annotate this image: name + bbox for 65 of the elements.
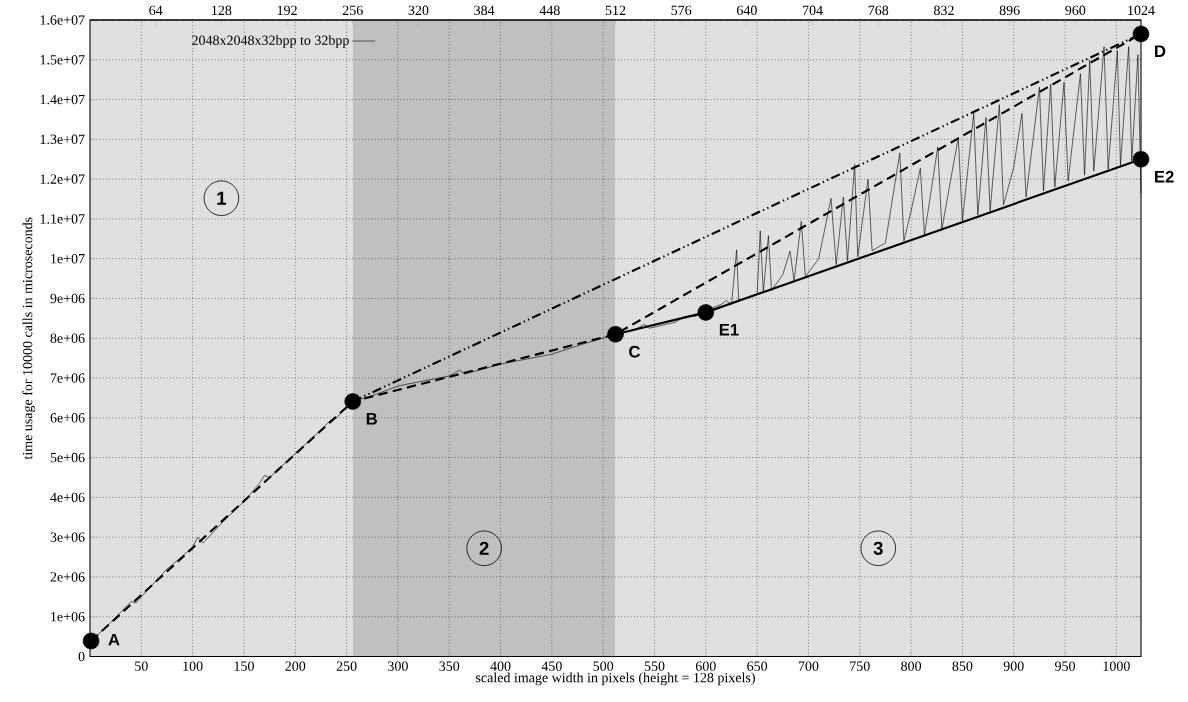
x-tick-label: 700: [798, 661, 819, 671]
x-tick-label: 400: [490, 661, 511, 671]
y-tick-label: 1.5e+07: [40, 55, 85, 65]
x-axis-title: scaled image width in pixels (height = 128 pixels): [476, 672, 755, 686]
annotation: B: [366, 413, 377, 425]
x2-tick-label: 128: [212, 5, 232, 16]
y-tick-label: 3e+06: [50, 532, 85, 542]
x2-tick-label: 640: [736, 5, 757, 16]
x-tick-label: 850: [952, 661, 973, 671]
x-tick-label: 750: [850, 661, 870, 671]
x-tick-label: 800: [901, 661, 922, 671]
y-tick-label: 1.4e+07: [40, 94, 85, 105]
y-tick-label: 6e+06: [50, 413, 85, 423]
annotation: C: [629, 345, 641, 358]
y-tick-label: 1e+07: [51, 253, 85, 264]
x-tick-label: 450: [541, 661, 562, 671]
band-label: 1: [217, 191, 227, 205]
x-tick-label: 150: [234, 661, 254, 671]
y-tick-label: 0: [78, 651, 85, 662]
x-tick-label: 100: [183, 661, 203, 671]
x2-tick-label: 256: [342, 5, 363, 16]
x2-tick-label: 704: [802, 5, 823, 16]
x-tick-label: 250: [336, 661, 357, 671]
x-tick-label: 300: [388, 661, 408, 671]
x2-tick-label: 320: [408, 5, 429, 16]
x-tick-label: 950: [1055, 661, 1076, 671]
x-tick-label: 200: [285, 661, 306, 671]
y-tick-label: 9e+06: [50, 293, 85, 304]
x2-tick-label: 576: [671, 5, 692, 16]
x-tick-label: 900: [1003, 661, 1024, 671]
x-tick-label: 600: [695, 661, 716, 671]
y-tick-label: 2e+06: [50, 572, 85, 582]
y-tick-label: 7e+06: [50, 373, 85, 383]
y-tick-label: 1e+06: [51, 611, 85, 622]
x2-tick-label: 1024: [1128, 5, 1155, 16]
x-tick-label: 1000: [1103, 661, 1130, 671]
band-label: 3: [873, 541, 883, 555]
band-label: 2: [479, 541, 489, 555]
x2-tick-label: 192: [277, 5, 297, 16]
x2-tick-label: 64: [149, 5, 163, 16]
annotation: E1: [719, 323, 739, 336]
y-tick-label: 8e+06: [50, 333, 85, 343]
y-tick-label: 1.6e+07: [40, 15, 85, 25]
x2-tick-label: 832: [933, 5, 954, 16]
y-tick-label: 1.3e+07: [40, 134, 85, 145]
x-tick-label: 650: [747, 661, 768, 671]
x2-tick-label: 896: [999, 5, 1020, 16]
annotation: D: [1155, 45, 1166, 57]
y-tick-label: 4e+06: [50, 492, 85, 503]
y-tick-label: 5e+06: [50, 452, 85, 463]
y-axis-title: time usage for 10000 calls in microseconds: [22, 217, 36, 460]
x2-tick-label: 512: [605, 5, 626, 16]
x2-tick-label: 448: [539, 5, 560, 16]
x2-tick-label: 768: [868, 5, 889, 16]
x-tick-label: 50: [135, 661, 148, 671]
x-tick-label: 500: [593, 661, 614, 671]
legend-label: 2048x2048x32bpp to 32bpp: [192, 35, 349, 48]
x-tick-label: 550: [644, 661, 665, 671]
x2-tick-label: 384: [474, 5, 495, 16]
annotation: E2: [1155, 170, 1174, 183]
annotation: A: [108, 633, 120, 646]
y-tick-label: 1.1e+07: [40, 214, 85, 224]
x2-tick-label: 960: [1065, 5, 1086, 16]
x-tick-label: 350: [439, 661, 460, 671]
y-tick-label: 1.2e+07: [40, 174, 85, 184]
